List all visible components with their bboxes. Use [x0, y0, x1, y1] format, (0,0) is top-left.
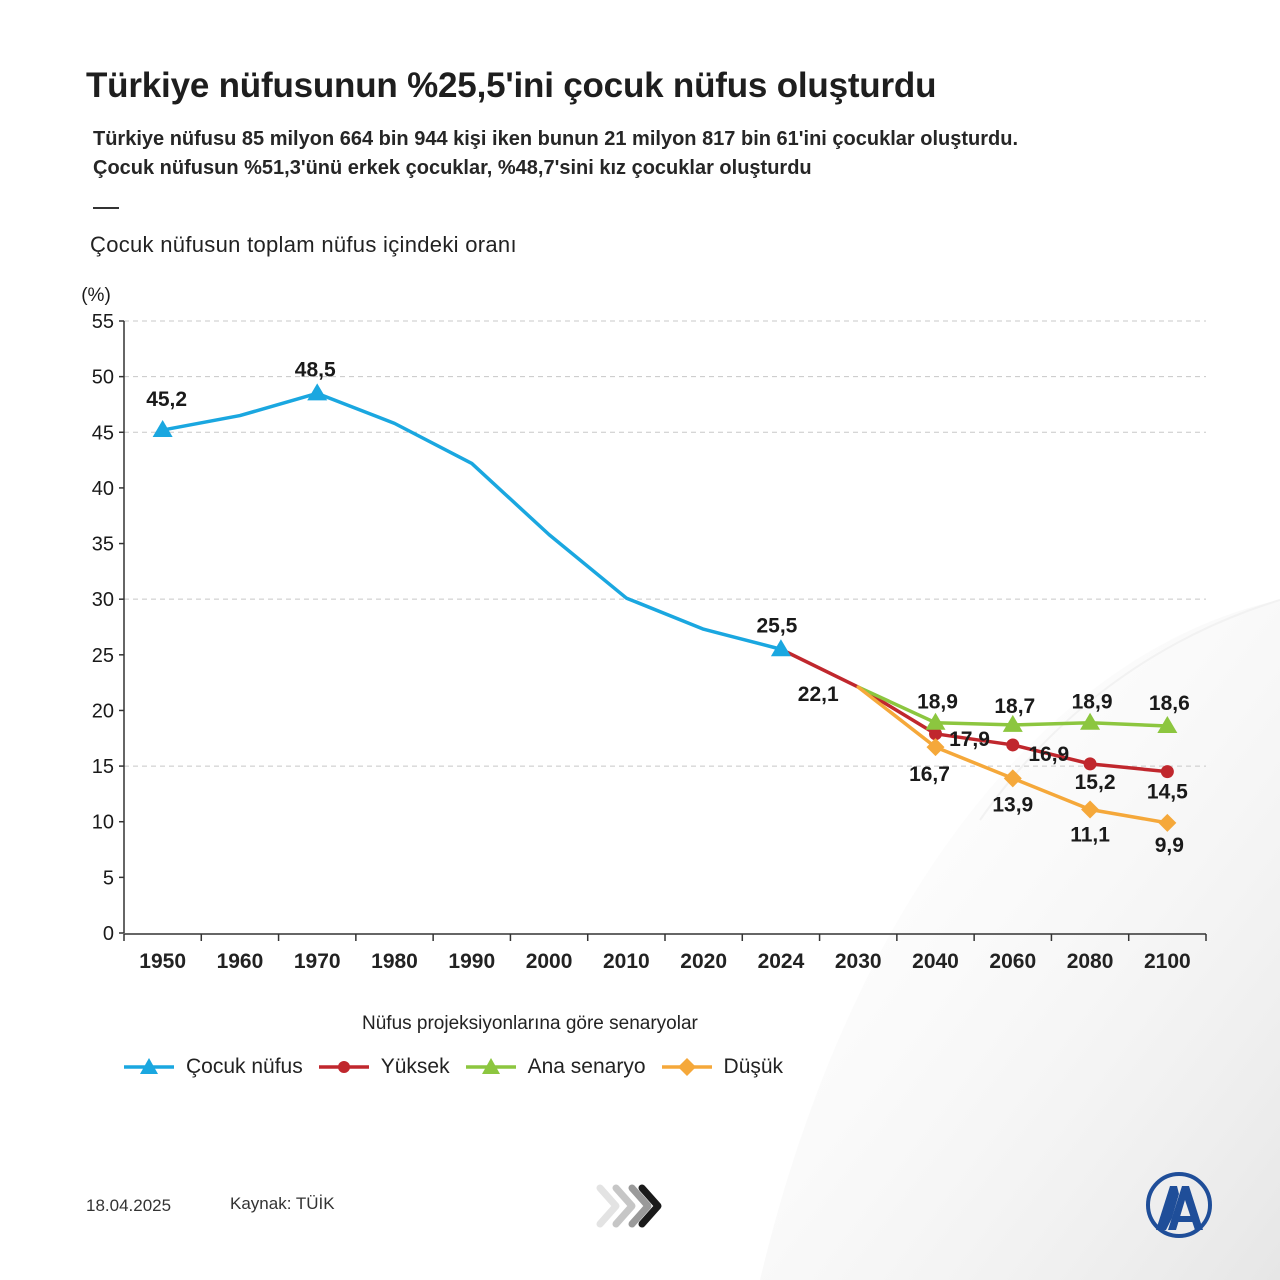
y-tick-label: 10 [92, 812, 114, 834]
point-marker-yuksek [1160, 765, 1174, 779]
y-tick-label: 50 [92, 367, 114, 389]
y-tick-label: 5 [103, 867, 114, 889]
divider [93, 207, 119, 209]
point-marker-ana [1002, 714, 1023, 732]
x-tick-label: 1980 [371, 950, 418, 973]
x-tick-label: 2060 [989, 950, 1036, 973]
point-marker-dusuk [926, 738, 945, 757]
point-marker-ana [925, 712, 946, 730]
subtitle-line-1: Türkiye nüfusu 85 milyon 664 bin 944 kiş… [93, 128, 1019, 150]
point-marker-cocuk [307, 383, 328, 401]
chevrons-icon [596, 1184, 662, 1228]
point-marker-dusuk [1003, 769, 1022, 788]
data-label-ana: 18,9 [1072, 691, 1113, 714]
x-tick-label: 2080 [1067, 950, 1114, 973]
data-label-dusuk: 11,1 [1070, 823, 1110, 846]
point-marker-dusuk [1158, 813, 1177, 832]
y-tick-label: 35 [92, 534, 114, 556]
point-marker-yuksek [1083, 757, 1097, 771]
data-label-ana: 18,6 [1149, 692, 1190, 715]
data-label-yuksek: 15,2 [1075, 771, 1116, 794]
legend-label-dusuk: Düşük [723, 1055, 784, 1078]
point-marker-ana [1080, 712, 1101, 730]
data-label-yuksek: 16,9 [1028, 743, 1069, 766]
y-tick-label: 30 [92, 589, 114, 611]
footer-date: 18.04.2025 [86, 1196, 172, 1215]
data-label-dusuk: 13,9 [992, 793, 1033, 816]
x-tick-label: 2024 [758, 950, 805, 973]
x-tick-label: 2020 [680, 950, 727, 973]
legend-swatch-yuksek [318, 1061, 369, 1073]
legend-label-cocuk: Çocuk nüfus [186, 1055, 303, 1078]
point-marker-cocuk [770, 639, 791, 657]
series-line-cocuk [160, 391, 783, 652]
line-chart: 0 5 10 15 20 25 30 35 40 45 50 55 (%) 1950 1960 1970 198… [81, 285, 1207, 973]
data-label-ana: 18,7 [994, 695, 1035, 718]
point-marker-yuksek [929, 727, 942, 741]
legend-swatch-ana [465, 1058, 516, 1074]
point-marker-yuksek [1006, 738, 1020, 752]
x-tick-label: 2040 [912, 950, 959, 973]
y-tick-label: 20 [92, 700, 114, 722]
legend: Çocuk nüfus Yüksek Ana senaryo Düşük [122, 1050, 783, 1084]
data-label-annotation: 22,1 [798, 683, 839, 706]
point-marker-dusuk [1081, 800, 1100, 819]
data-label-cocuk: 48,5 [295, 358, 336, 381]
legend-label-ana: Ana senaryo [527, 1055, 646, 1078]
x-tick-label: 1970 [294, 950, 341, 973]
x-tick-label: 2100 [1144, 950, 1191, 973]
legend-item-dusuk: Düşük [660, 1055, 784, 1079]
data-label-yuksek: 17,9 [949, 728, 990, 751]
data-label-dusuk: 9,9 [1155, 834, 1184, 857]
legend-title: Nüfus projeksiyonlarına göre senaryolar [362, 1013, 698, 1034]
y-tick-label: 45 [92, 422, 114, 444]
point-marker-ana [1157, 716, 1178, 734]
aa-logo [1146, 1172, 1212, 1238]
legend-item-cocuk: Çocuk nüfus [122, 1055, 303, 1079]
page-title: Türkiye nüfusunun %25,5'ini çocuk nüfus … [86, 66, 937, 105]
legend-swatch-cocuk [124, 1058, 174, 1074]
legend-label-yuksek: Yüksek [380, 1055, 450, 1078]
y-axis-label: (%) [81, 285, 111, 306]
data-label-dusuk: 16,7 [909, 763, 950, 786]
legend-swatch-dusuk [661, 1058, 712, 1076]
subtitle-line-2: Çocuk nüfusun %51,3'ünü erkek çocuklar, … [93, 157, 812, 179]
x-tick-label: 1960 [217, 950, 264, 973]
footer-source: Kaynak: TÜİK [230, 1194, 335, 1213]
x-tick-label: 2000 [526, 950, 573, 973]
legend-item-ana: Ana senaryo [464, 1055, 646, 1079]
subtitle: Türkiye nüfusu 85 milyon 664 bin 944 kiş… [93, 125, 1018, 183]
data-label-yuksek: 14,5 [1147, 781, 1188, 804]
data-label-cocuk: 25,5 [756, 614, 797, 637]
y-tick-label: 40 [92, 478, 114, 500]
series-line-yuksek [779, 647, 1170, 774]
x-tick-label: 2010 [603, 950, 650, 973]
x-tick-label: 1950 [139, 950, 186, 973]
x-tick-label: 1990 [448, 950, 495, 973]
data-label-ana: 18,9 [917, 691, 958, 714]
legend-item-yuksek: Yüksek [317, 1055, 450, 1079]
y-tick-label: 25 [92, 645, 114, 667]
y-tick-label: 55 [92, 311, 114, 333]
x-tick-label: 2030 [835, 950, 882, 973]
data-label-cocuk: 45,2 [146, 388, 187, 411]
point-marker-cocuk [152, 420, 173, 438]
y-tick-label: 15 [92, 756, 114, 778]
chart-heading: Çocuk nüfusun toplam nüfus içindeki oran… [90, 232, 517, 257]
y-tick-label: 0 [103, 923, 114, 945]
